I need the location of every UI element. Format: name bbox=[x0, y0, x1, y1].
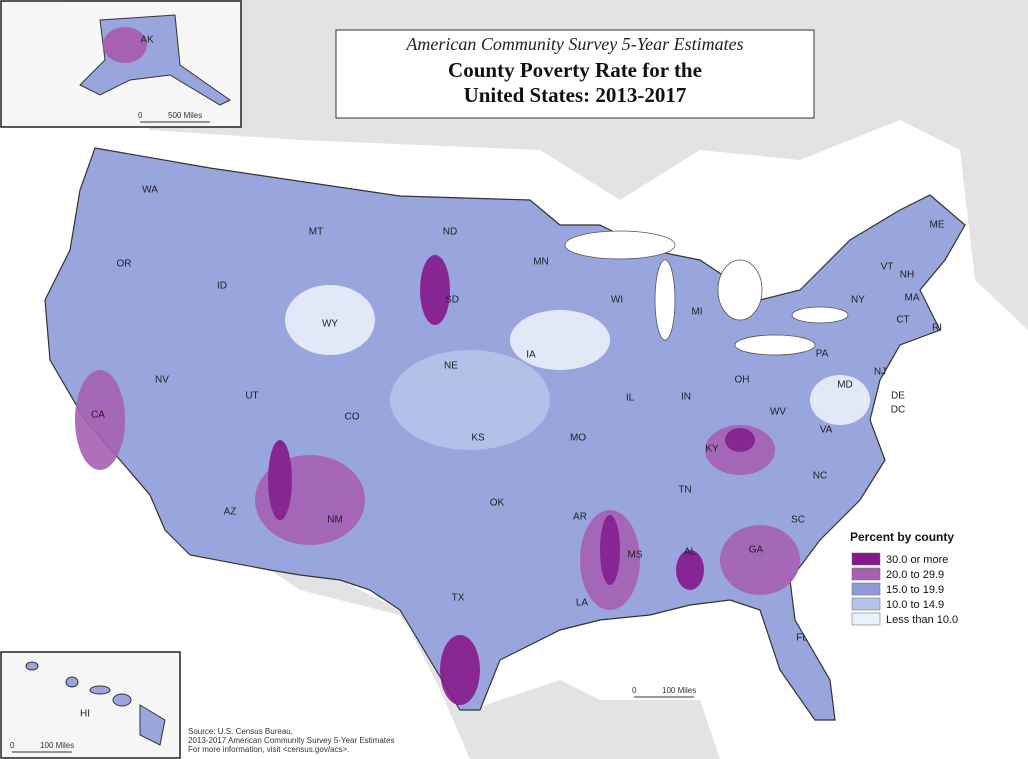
legend-title: Percent by county bbox=[850, 530, 954, 544]
state-label: DE bbox=[891, 391, 905, 402]
legend-swatch bbox=[851, 582, 881, 596]
scale-bars: 0 500 Miles 0 100 Miles 0 100 Miles bbox=[10, 111, 696, 753]
state-label: MI bbox=[691, 307, 702, 318]
legend-swatch bbox=[851, 612, 881, 626]
state-label: FL bbox=[796, 633, 808, 644]
legend-label: 30.0 or more bbox=[886, 554, 948, 566]
state-label: MA bbox=[905, 293, 920, 304]
state-label: PA bbox=[816, 349, 829, 360]
state-label: CT bbox=[896, 315, 909, 326]
state-label: NE bbox=[444, 361, 458, 372]
state-label: MT bbox=[309, 227, 323, 238]
state-label: AL bbox=[684, 547, 697, 558]
hawaii bbox=[25, 661, 166, 746]
state-label: AK bbox=[140, 35, 154, 46]
state-label: SC bbox=[791, 515, 805, 526]
map-title: United States: 2013-2017 bbox=[464, 83, 687, 107]
state-label: ND bbox=[443, 227, 457, 238]
alaska-patch bbox=[103, 27, 147, 63]
state-label: MS bbox=[628, 550, 643, 561]
state-label: WV bbox=[770, 407, 786, 418]
state-label: NJ bbox=[874, 367, 886, 378]
state-label: CA bbox=[91, 410, 105, 421]
scale-zero: 0 bbox=[632, 686, 637, 695]
legend-swatch bbox=[851, 552, 881, 566]
state-label: WA bbox=[142, 185, 158, 196]
legend-swatch bbox=[851, 597, 881, 611]
state-label: TX bbox=[452, 593, 465, 604]
legend-label: 15.0 to 19.9 bbox=[886, 584, 944, 596]
state-label: ID bbox=[217, 281, 227, 292]
state-label: OR bbox=[117, 259, 132, 270]
scale-zero: 0 bbox=[10, 741, 15, 750]
state-label: IN bbox=[681, 392, 691, 403]
state-label: MO bbox=[570, 433, 586, 444]
state-label: DC bbox=[891, 405, 905, 416]
state-label: KS bbox=[471, 433, 485, 444]
county-patches bbox=[75, 255, 870, 705]
map-subtitle: American Community Survey 5-Year Estimat… bbox=[405, 34, 743, 54]
source-line: For more information, visit <census.gov/… bbox=[188, 745, 349, 754]
scale-label: 100 Miles bbox=[40, 741, 74, 750]
scale-label: 500 Miles bbox=[168, 111, 202, 120]
source-line: Source: U.S. Census Bureau, bbox=[188, 727, 293, 736]
scale-zero: 0 bbox=[138, 111, 143, 120]
legend: 30.0 or more 20.0 to 29.9 15.0 to 19.9 10.0… bbox=[851, 552, 958, 626]
state-label: KY bbox=[705, 444, 719, 455]
state-label: UT bbox=[245, 391, 258, 402]
state-label: WY bbox=[322, 319, 338, 330]
state-label: MN bbox=[533, 257, 549, 268]
state-label: NH bbox=[900, 270, 914, 281]
state-label: AR bbox=[573, 512, 587, 523]
state-label: OH bbox=[735, 375, 750, 386]
state-label: IL bbox=[626, 393, 635, 404]
state-label: RI bbox=[932, 323, 942, 334]
state-label: AZ bbox=[224, 507, 237, 518]
state-label: MD bbox=[837, 380, 853, 391]
legend-label: 10.0 to 14.9 bbox=[886, 599, 944, 611]
state-label: GA bbox=[749, 545, 764, 556]
state-label: ME bbox=[930, 220, 945, 231]
state-label: OK bbox=[490, 498, 505, 509]
state-label: CO bbox=[345, 412, 360, 423]
state-label: IA bbox=[526, 350, 536, 361]
state-label: NC bbox=[813, 471, 827, 482]
state-label: WI bbox=[611, 295, 623, 306]
source-line: 2013-2017 American Community Survey 5-Ye… bbox=[188, 736, 394, 745]
legend-label: Less than 10.0 bbox=[886, 614, 958, 626]
state-labels: AK WA MT ND MN ME OR ID SD WI VT NH NY MA CT RI WY MI IA NE… bbox=[80, 35, 945, 720]
legend-swatch bbox=[851, 567, 881, 581]
state-label: SD bbox=[445, 295, 459, 306]
state-label: LA bbox=[576, 598, 589, 609]
map-title: County Poverty Rate for the bbox=[448, 58, 702, 82]
state-label: TN bbox=[678, 485, 691, 496]
state-label: VT bbox=[881, 262, 894, 273]
title-box bbox=[335, 29, 815, 119]
legend-label: 20.0 to 29.9 bbox=[886, 569, 944, 581]
state-label: HI bbox=[80, 709, 90, 720]
state-label: NY bbox=[851, 295, 865, 306]
great-lakes bbox=[564, 230, 849, 356]
scale-label: 100 Miles bbox=[662, 686, 696, 695]
state-label: NV bbox=[155, 375, 169, 386]
mexico bbox=[270, 570, 720, 759]
state-label: NM bbox=[327, 515, 343, 526]
state-label: VA bbox=[820, 425, 833, 436]
